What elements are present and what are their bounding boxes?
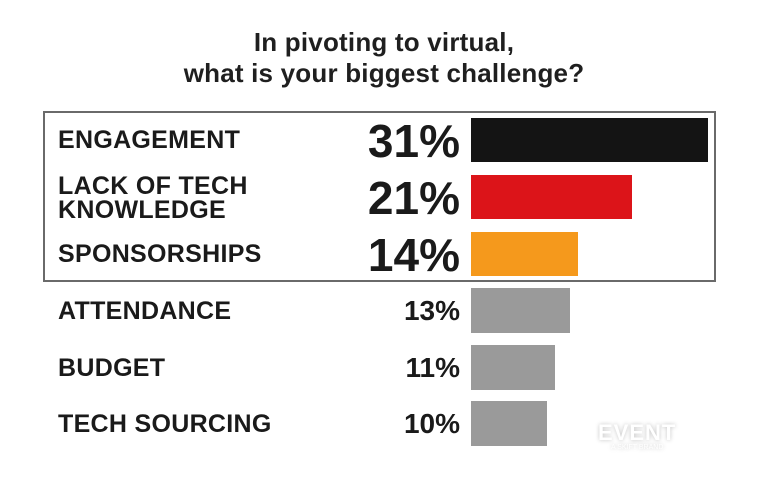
value-label-budget: 11%	[405, 352, 461, 383]
chart-title: In pivoting to virtual, what is your big…	[0, 27, 768, 89]
row-label-engagement: ENGAGEMENT	[58, 126, 241, 154]
bar-attendance	[471, 288, 570, 333]
bar-budget	[471, 345, 555, 390]
row-label-attendance: ATTENDANCE	[58, 297, 232, 325]
value-label-attendance: 13%	[403, 295, 460, 326]
row-label-budget: BUDGET	[58, 354, 166, 382]
bar-engagement	[471, 118, 708, 162]
value-label-engagement: 31%	[367, 115, 460, 167]
row-label-line-1: LACK OF TECH	[58, 172, 248, 200]
bar-tech-sourcing	[471, 401, 547, 446]
value-label-tech-sourcing: 10%	[403, 408, 460, 439]
chart-title-line-1: In pivoting to virtual,	[253, 27, 515, 57]
top-three-highlight-box	[43, 111, 716, 282]
logo-wordmark: EVENT	[598, 420, 677, 445]
row-label-lack-of-tech-knowledge: LACK OF TECH KNOWLEDGE	[58, 172, 248, 224]
value-label-lack-of-tech-knowledge: 21%	[367, 172, 460, 224]
row-label-sponsorships: SPONSORSHIPS	[58, 240, 262, 268]
bar-lack-of-tech-knowledge	[471, 175, 632, 219]
event-logo: EVENT A SKIFT BRAND	[598, 422, 676, 452]
chart-title-line-2: what is your biggest challenge?	[183, 58, 585, 88]
value-label-sponsorships: 14%	[367, 229, 460, 281]
row-label-line-2: KNOWLEDGE	[58, 196, 226, 224]
logo-tagline: A SKIFT BRAND	[610, 444, 664, 451]
row-label-tech-sourcing: TECH SOURCING	[58, 410, 272, 438]
bar-sponsorships	[471, 232, 578, 276]
